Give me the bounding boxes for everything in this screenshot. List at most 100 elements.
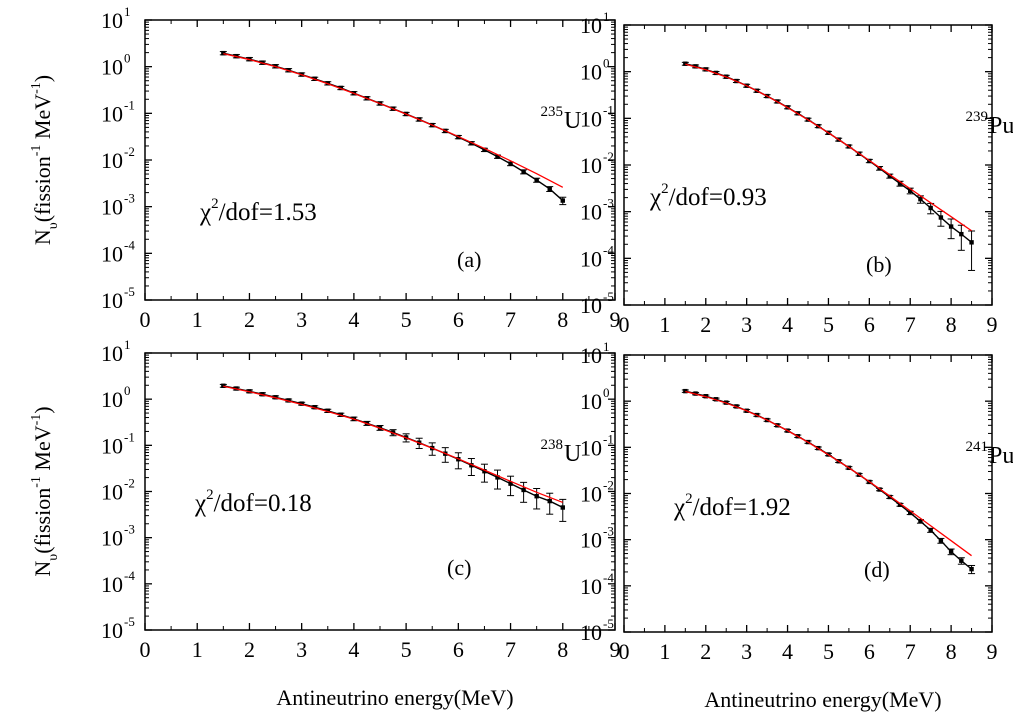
panel-label: (d) bbox=[864, 557, 890, 582]
y-tick-exponent: 1 bbox=[603, 339, 610, 354]
y-tick-exponent: -1 bbox=[603, 102, 614, 117]
data-point bbox=[683, 61, 688, 66]
y-tick-exponent: 1 bbox=[124, 337, 131, 352]
chi-superscript: 2 bbox=[685, 491, 693, 507]
x-tick-label: 0 bbox=[140, 307, 151, 332]
y-tick-base: 10 bbox=[101, 341, 123, 366]
data-point bbox=[908, 188, 913, 193]
x-tick-label: 7 bbox=[905, 312, 916, 337]
y-tick-label: 10 bbox=[101, 572, 123, 597]
y-tick-exponent: -3 bbox=[603, 524, 614, 539]
plot-frame bbox=[144, 19, 616, 301]
data-point bbox=[508, 481, 513, 486]
x-tick-label: 0 bbox=[140, 637, 151, 662]
data-point bbox=[928, 205, 933, 211]
y-title-n: N bbox=[30, 561, 55, 577]
data-point bbox=[469, 463, 474, 468]
y-tick-exponent: -3 bbox=[603, 196, 614, 211]
y-tick-base: 10 bbox=[580, 528, 602, 553]
data-series-line bbox=[685, 390, 973, 570]
y-title-mev: MeV bbox=[30, 425, 55, 476]
chi-value: /dof=1.53 bbox=[219, 199, 317, 226]
y-tick-base: 10 bbox=[580, 13, 602, 38]
chi-value: /dof=0.18 bbox=[214, 490, 312, 517]
y-tick-exponent: -5 bbox=[124, 614, 135, 629]
isotope-mass-number: 239 bbox=[966, 109, 989, 125]
plot-frame bbox=[623, 24, 993, 306]
data-point bbox=[928, 528, 933, 533]
data-point bbox=[286, 398, 291, 403]
x-tick-label: 0 bbox=[619, 639, 630, 664]
y-tick-exponent: -1 bbox=[603, 431, 614, 446]
x-tick-label: 9 bbox=[987, 312, 998, 337]
y-tick-exponent: -4 bbox=[603, 570, 614, 585]
x-tick-label: 1 bbox=[192, 307, 203, 332]
y-title-close: ) bbox=[30, 75, 55, 82]
y-tick-exponent: 1 bbox=[603, 9, 610, 24]
y-tick-base: 10 bbox=[101, 241, 123, 266]
fit-series-line bbox=[223, 53, 564, 188]
y-tick-label: 10 bbox=[101, 148, 123, 173]
data-series-line bbox=[223, 52, 564, 202]
x-tick-label: 1 bbox=[659, 312, 670, 337]
y-tick-base: 10 bbox=[580, 60, 602, 85]
data-point bbox=[948, 224, 954, 229]
x-tick-label: 3 bbox=[741, 312, 752, 337]
chi-square-annotation: χ2/dof=1.53 bbox=[199, 196, 317, 226]
y-tick-base: 10 bbox=[580, 106, 602, 131]
y-tick-label: 10 bbox=[101, 618, 123, 643]
y-title-exp1: -1 bbox=[29, 145, 44, 157]
y-tick-exponent: -5 bbox=[603, 289, 614, 304]
y-tick-label: 10 bbox=[580, 293, 602, 318]
x-tick-label: 5 bbox=[823, 312, 834, 337]
data-point bbox=[560, 505, 565, 510]
x-tick-label: 8 bbox=[946, 312, 957, 337]
data-point bbox=[495, 154, 500, 159]
y-tick-exponent: -3 bbox=[124, 191, 135, 206]
x-tick-label: 9 bbox=[610, 637, 621, 662]
y-title-close: ) bbox=[30, 406, 55, 413]
y-tick-exponent: 0 bbox=[124, 383, 131, 398]
x-tick-label: 8 bbox=[557, 307, 568, 332]
data-point bbox=[312, 404, 317, 410]
y-title-exp2: -1 bbox=[29, 414, 44, 426]
y-tick-base: 10 bbox=[580, 620, 602, 645]
y-tick-label: 10 bbox=[580, 106, 602, 131]
isotope-mass-number: 235 bbox=[541, 104, 564, 120]
y-tick-base: 10 bbox=[101, 8, 123, 33]
y-tick-base: 10 bbox=[580, 389, 602, 414]
y-title-fission: (fission bbox=[30, 156, 55, 222]
y-tick-base: 10 bbox=[580, 246, 602, 271]
y-tick-base: 10 bbox=[101, 387, 123, 412]
x-tick-label: 9 bbox=[610, 307, 621, 332]
chi-value: /dof=0.93 bbox=[669, 184, 767, 211]
y-tick-base: 10 bbox=[101, 288, 123, 313]
data-point bbox=[908, 510, 913, 516]
y-title-n: N bbox=[30, 229, 55, 245]
y-tick-base: 10 bbox=[580, 293, 602, 318]
data-point bbox=[221, 50, 226, 56]
x-tick-label: 3 bbox=[741, 639, 752, 664]
data-point bbox=[521, 487, 526, 493]
data-point bbox=[221, 383, 226, 388]
y-tick-base: 10 bbox=[101, 195, 123, 220]
x-axis-title: Antineutrino energy(MeV) bbox=[704, 687, 941, 712]
y-tick-label: 10 bbox=[580, 153, 602, 178]
y-tick-label: 10 bbox=[580, 435, 602, 460]
x-tick-label: 5 bbox=[401, 307, 412, 332]
x-tick-label: 1 bbox=[192, 637, 203, 662]
data-point bbox=[959, 231, 964, 237]
data-point bbox=[560, 198, 565, 203]
y-tick-label: 10 bbox=[580, 482, 602, 507]
isotope-mass-number: 241 bbox=[966, 439, 989, 455]
x-tick-label: 2 bbox=[700, 312, 711, 337]
isotope-symbol: Pu bbox=[989, 113, 1013, 139]
y-tick-exponent: -4 bbox=[124, 568, 135, 583]
y-tick-label: 10 bbox=[580, 13, 602, 38]
data-point bbox=[495, 475, 500, 480]
y-tick-base: 10 bbox=[580, 200, 602, 225]
data-point bbox=[918, 519, 923, 524]
